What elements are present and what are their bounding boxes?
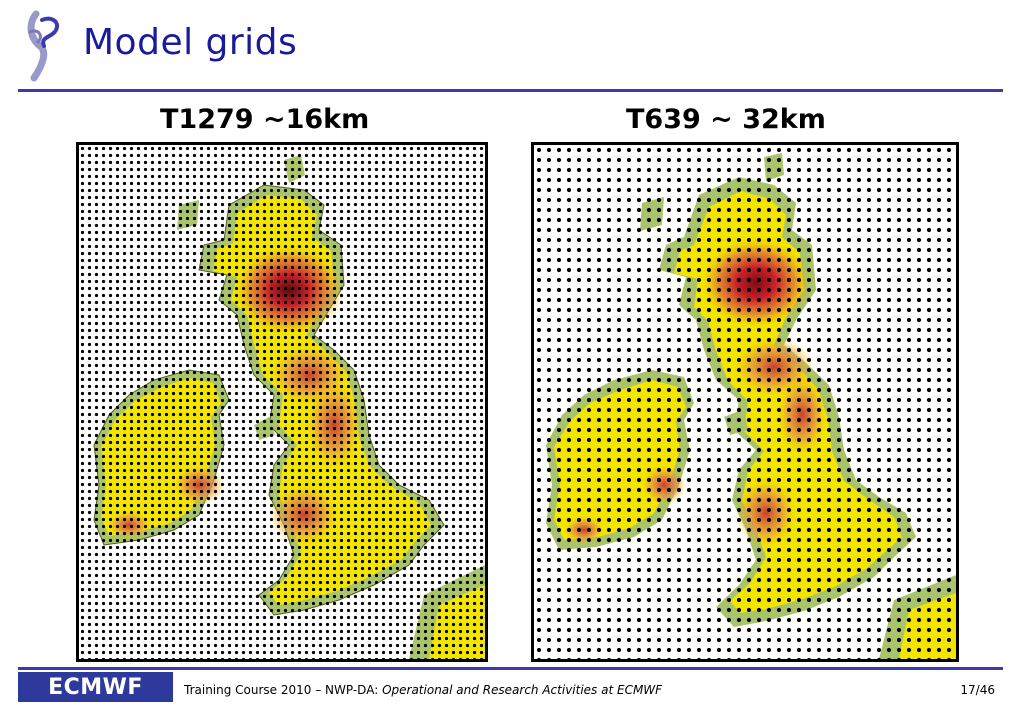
ecmwf-swirl-logo-icon: [27, 10, 59, 82]
page-number: 17/46: [960, 683, 995, 697]
uk-orography-map-fine: [79, 145, 485, 659]
header-divider: [18, 89, 1003, 92]
page-title: Model grids: [83, 22, 298, 63]
footer-course-subtitle: Operational and Research Activities at E…: [382, 683, 663, 697]
ecmwf-logo: ECMWF: [18, 672, 173, 702]
panel-title-t1279: T1279 ~16km: [160, 104, 370, 135]
ecmwf-logo-text: ECMWF: [48, 674, 143, 700]
footer-divider: [18, 667, 1003, 670]
panel-title-t639: T639 ~ 32km: [626, 104, 826, 135]
uk-orography-map-coarse: [534, 145, 956, 659]
map-panel-t639: [531, 142, 959, 662]
footer-course-text: Training Course 2010 – NWP-DA: Operation…: [184, 683, 662, 697]
footer-course-label: Training Course 2010 – NWP-DA:: [184, 683, 383, 697]
map-panel-t1279: [76, 142, 488, 662]
